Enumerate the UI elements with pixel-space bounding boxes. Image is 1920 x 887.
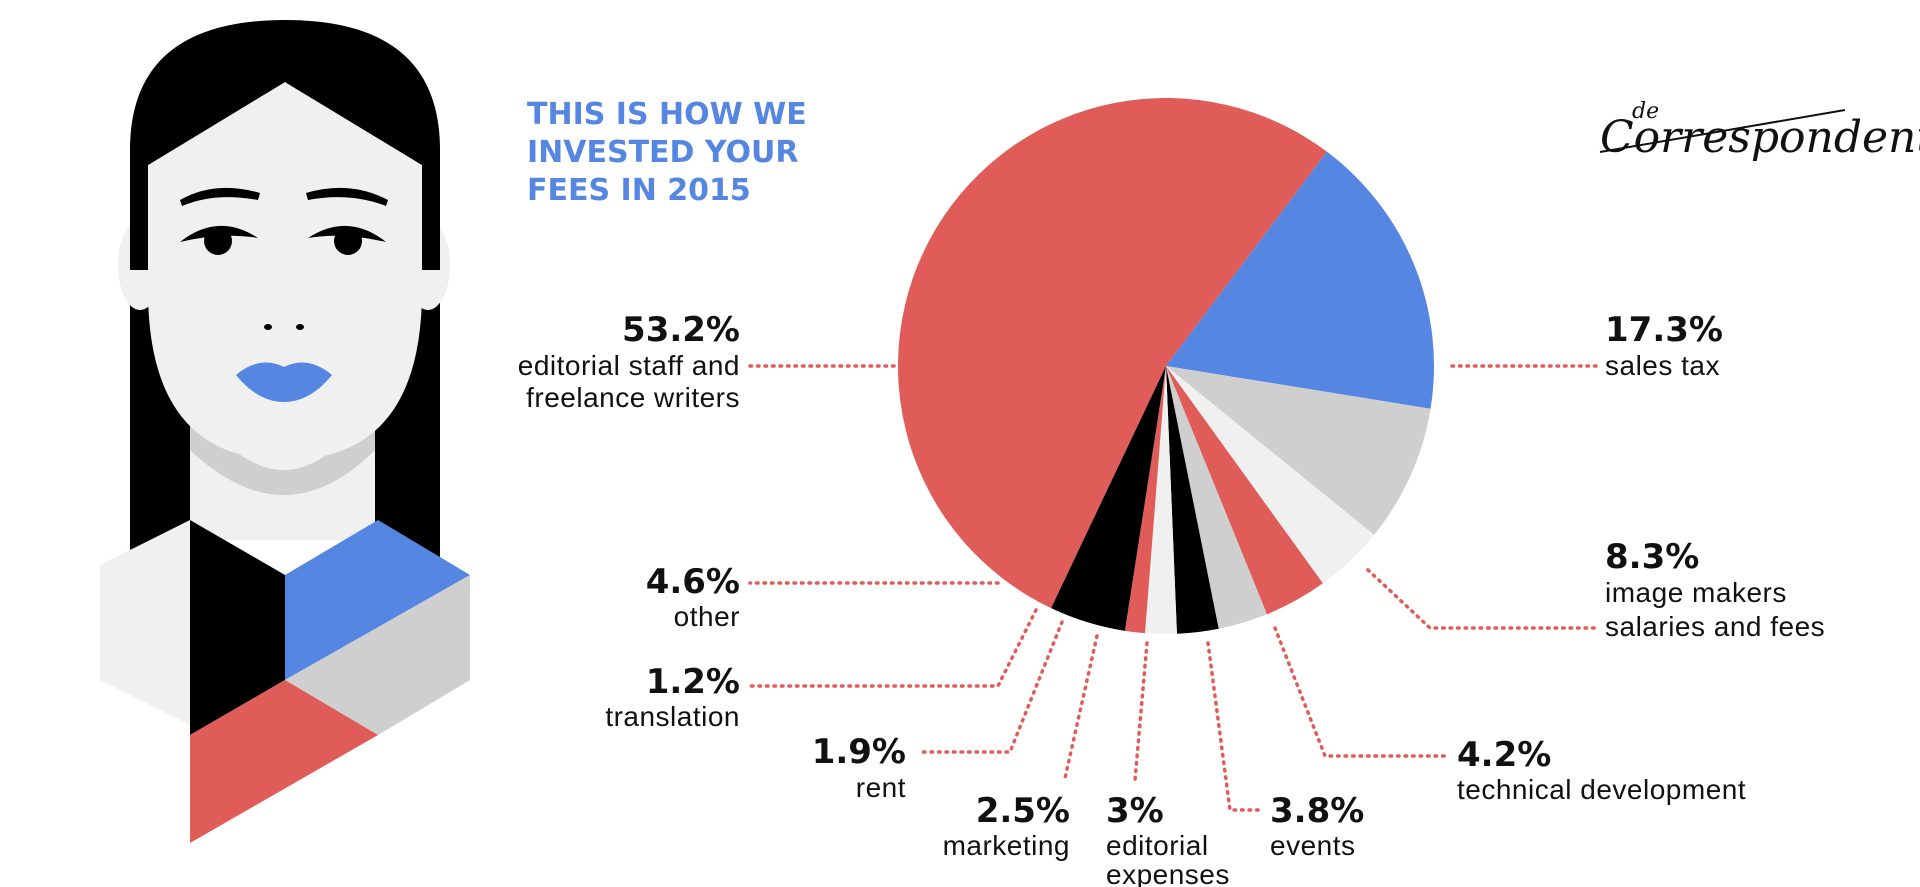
right-pupil [334, 227, 362, 255]
data-label-editorial-expenses: 3% [1106, 791, 1164, 831]
body-left-light [100, 520, 190, 725]
logo-small-text: de [1632, 99, 1659, 124]
category-label-image-makers-2: salaries and fees [1605, 611, 1825, 642]
leader-lines [748, 364, 1599, 812]
title-line-2: INVESTED YOUR [527, 135, 799, 170]
chart-title: THIS IS HOW WE INVESTED YOUR FEES IN 201… [527, 97, 807, 208]
data-label-technical-development: 4.2% [1457, 735, 1551, 775]
pie-slice-editorial-expenses [1166, 366, 1268, 629]
category-label-sales-tax: sales tax [1605, 350, 1720, 381]
face [148, 82, 422, 460]
logo-swash [1599, 109, 1846, 153]
data-label-events: 3.8% [1270, 791, 1364, 831]
pie-slice-technical-development [1166, 366, 1375, 584]
body-red [190, 680, 378, 843]
right-eyebrow [306, 187, 388, 206]
body-blue [285, 520, 470, 680]
leader-line-translation [748, 608, 1038, 688]
data-label-other: 4.6% [646, 562, 740, 602]
left-pupil [204, 227, 232, 255]
data-label-image-makers: 8.3% [1605, 537, 1699, 577]
title-line-1: THIS IS HOW WE [527, 97, 807, 132]
logo-main-text: Correspondent [1600, 112, 1920, 163]
data-label-editorial-staff: 53.2% [622, 310, 740, 350]
slice-labels: 53.2% editorial staff and freelance writ… [518, 310, 1825, 887]
category-label-editorial-staff-1: editorial staff and [518, 350, 740, 381]
neck-shadow [190, 400, 375, 495]
brand-logo: de Correspondent [1599, 99, 1920, 163]
hair-front-right [285, 25, 440, 270]
woman-illustration [100, 20, 470, 843]
category-label-editorial-expenses-1: editorial [1106, 830, 1209, 861]
leader-line-rent [918, 620, 1064, 754]
leader-line-image-makers [1366, 568, 1599, 630]
data-label-sales-tax: 17.3% [1605, 310, 1723, 350]
category-label-marketing: marketing [943, 830, 1070, 861]
pie-slice-editorial-staff-and-freelance-writers [897, 97, 1327, 609]
pie-slice-events [1166, 366, 1323, 615]
leader-line-technical-development [1273, 626, 1452, 758]
data-label-marketing: 2.5% [976, 791, 1070, 831]
hair-front-left [130, 25, 285, 270]
right-nostril [296, 324, 304, 330]
lips [236, 362, 332, 402]
data-label-rent: 1.9% [812, 732, 906, 772]
body-black [190, 520, 285, 735]
body-gray [285, 575, 470, 735]
pie-slice-translation [1124, 366, 1166, 634]
category-label-events: events [1270, 830, 1356, 861]
category-label-other: other [674, 601, 740, 632]
category-label-technical-development: technical development [1457, 774, 1746, 805]
leader-line-events [1206, 641, 1265, 812]
left-eyebrow [180, 187, 260, 206]
pie-slice-rent [1144, 366, 1177, 634]
pie-slice-other [1051, 366, 1166, 631]
category-label-image-makers-1: image makers [1605, 577, 1787, 608]
left-nostril [264, 324, 272, 330]
leader-line-marketing [1063, 634, 1099, 780]
category-label-editorial-staff-2: freelance writers [526, 382, 740, 413]
data-label-translation: 1.2% [646, 662, 740, 702]
pie-slice-sales-tax [1166, 151, 1434, 409]
pie-slice-marketing [1166, 366, 1219, 634]
category-label-rent: rent [856, 772, 906, 803]
leader-line-editorial-expenses [1133, 641, 1149, 782]
pie-chart [897, 97, 1434, 634]
pie-slice-image-makers-salaries-and-fees [1166, 366, 1431, 535]
category-label-translation: translation [605, 701, 740, 732]
category-label-editorial-expenses-2: expenses [1106, 859, 1230, 887]
title-line-3: FEES IN 2015 [527, 173, 751, 208]
